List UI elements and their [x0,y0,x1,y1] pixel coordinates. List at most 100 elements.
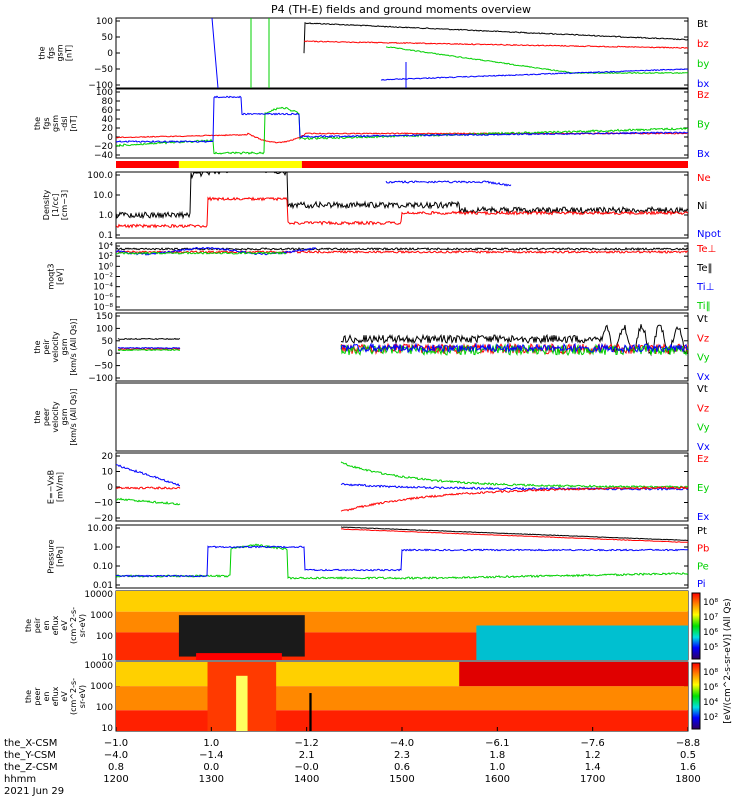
y-axis-label: [eV] [56,268,65,285]
legend-By: By [697,120,710,131]
x-tick-label: 1500 [389,774,414,785]
y-tick-label: 40 [102,115,114,125]
x-tick-label: −4.0 [390,738,414,749]
series-bz [303,40,688,49]
series-Ez-b [340,485,688,512]
bx-spike [211,18,219,88]
legend-Bx: Bx [697,149,710,160]
x-tick-label: −8.8 [676,738,700,749]
panel-frame [115,382,689,452]
plot-title: P4 (TH-E) fields and ground moments over… [271,3,531,16]
y-axis-label: gsm [56,44,65,61]
panel-peir_en_eflux: the peir en eflux eV (cm^2-s-sr-eV) 10000 1000 1… [24,590,689,663]
y-axis-label: moqt3 [47,264,56,290]
y-tick-label: 10⁻⁸ [93,303,113,313]
panel-data [116,95,688,155]
spectrogram-band [116,591,688,612]
region-bar-segment [301,161,688,168]
panel-data [116,662,688,731]
series-Ti-par [116,251,287,255]
y-tick-label: 1.00 [93,543,113,553]
panel-peer_en_eflux: the peer en eflux eV (cm^2-s-sr-eV) 10000 1000 1… [24,661,689,734]
panel-frame [115,171,689,239]
x-tick-label: 2.1 [299,750,315,761]
y-tick-label: 100 [96,703,113,713]
y-axis-label: (cm^2-s- [69,607,78,644]
x-tick-label: 1400 [294,774,319,785]
x-row-label: the_Z-CSM [4,762,58,773]
y-axis-label: [cm−3] [60,190,69,220]
legend-Npot: Npot [697,229,721,240]
series-By [116,106,688,155]
y-tick-label: 10⁴ [98,242,113,252]
panel-data [117,324,688,357]
legend-bx: bx [697,79,709,90]
y-tick-label: 100 [96,324,113,334]
legend-Vz: Vz [697,403,709,414]
x-row-label: hhmm [4,774,36,785]
y-tick-label: −10 [94,499,113,509]
x-tick-label: 1.4 [585,762,601,773]
colorbar-tick: 10⁴ [703,698,718,708]
y-axis-label: E=−VxB [47,470,56,504]
y-axis-label: peir [33,617,42,633]
colorbar-tick: 10⁶ [703,628,718,638]
y-tick-label: 0 [107,483,113,493]
colorbar-tick: 10⁸ [703,598,718,608]
y-tick-label: 10⁻⁴ [93,283,113,293]
y-tick-label: 60 [102,106,114,116]
series-Vt [117,337,181,341]
y-tick-label: 20 [102,452,114,462]
panel-data [116,591,688,660]
region-bar-segment [116,161,179,168]
y-axis-label: fgs [42,117,51,129]
y-tick-label: −50 [94,362,113,372]
panel-peir_velocity: the peir velocity gsm [km/s (All Qs)] 150 100 5… [33,312,710,384]
y-tick-label: −20 [94,142,113,152]
y-axis-label: the [33,117,42,130]
y-tick-label: 10 [102,724,114,734]
y-axis-label: the [24,690,33,703]
x-tick-label: 1700 [580,774,605,785]
y-tick-label: 50 [102,337,114,347]
y-axis-label: peer [42,407,51,426]
y-axis-label: [nPa] [56,546,65,567]
y-tick-label: 100 [96,88,113,98]
y-axis-label: sr-eV) [78,614,87,637]
y-axis-label: [km/s (All Qs)] [69,318,78,375]
legend-Vx: Vx [697,372,710,383]
spectrogram-band [476,625,688,660]
legend-Ti‖: Ti‖ [696,301,711,312]
series-Pb [341,528,688,543]
y-axis-label: [nT] [65,45,74,61]
y-axis-label: eV [60,691,69,702]
spectrogram-band [178,615,305,657]
y-tick-label: 10000 [84,590,113,600]
y-axis-label: eflux [51,615,60,635]
series-Vx [117,346,181,350]
colorbar-tick: 10⁶ [703,683,718,693]
x-tick-label: −6.1 [485,738,509,749]
y-tick-label: 10 [102,468,114,478]
legend-Pe: Pe [697,561,709,572]
y-tick-label: 1000 [90,682,113,692]
y-axis-label: [nT] [69,115,78,131]
legend-Vx: Vx [697,442,710,453]
y-tick-label: 1000 [90,611,113,621]
y-axis-label: Pressure [47,539,56,573]
spectrogram-band [236,675,248,731]
y-axis-label: eV [60,620,69,631]
x-tick-label: 1800 [675,774,700,785]
colorbar: 10⁸ 10⁷ 10⁶ 10⁵ 10⁸ 10⁶ 10⁴ 10² [eV/(cm^2-s-sr-e… [691,592,733,730]
y-axis-label: fgs [47,47,56,59]
x-tick-label: 1.2 [585,750,601,761]
legend-Bz: Bz [697,90,709,101]
y-tick-label: −100 [88,374,113,384]
x-row-label: the_Y-CSM [4,750,56,761]
y-tick-label: 10² [98,252,113,262]
y-axis-label: sr-eV) [78,685,87,708]
x-tick-label: 1600 [485,774,510,785]
y-axis-label: the [38,46,47,59]
